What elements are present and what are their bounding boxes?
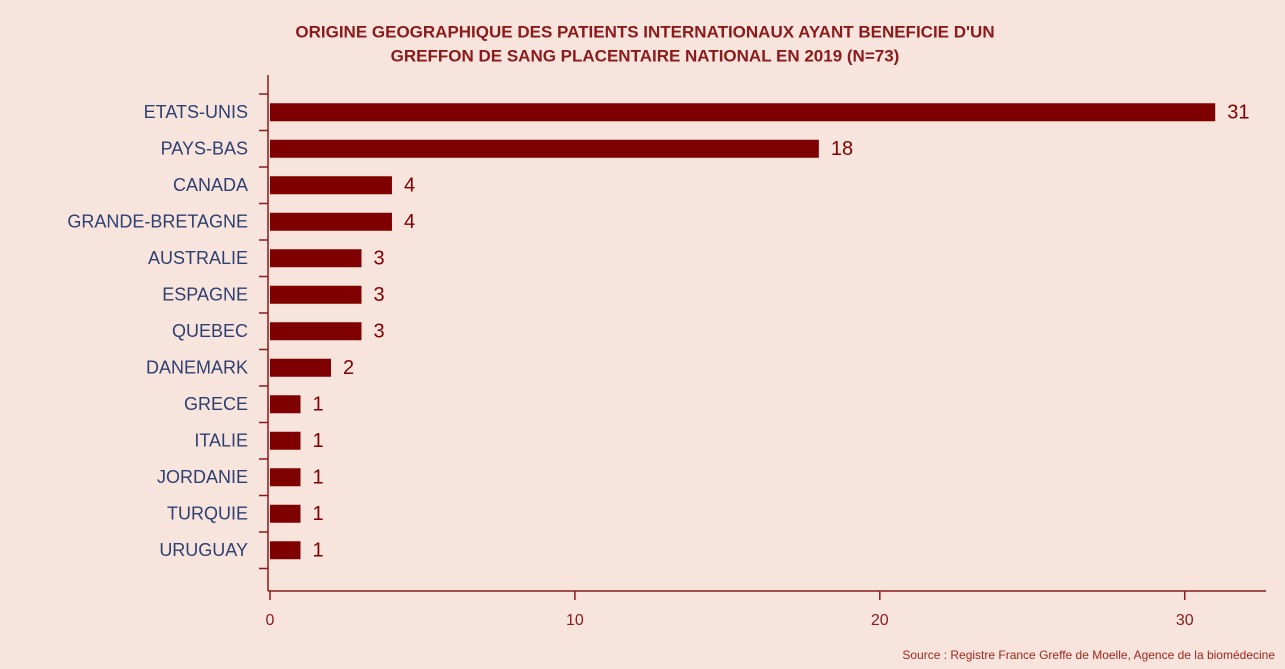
y-tick-label: CANADA xyxy=(173,175,248,195)
x-tick-label: 10 xyxy=(566,612,584,629)
value-label: 31 xyxy=(1227,102,1249,124)
y-tick-label: AUSTRALIE xyxy=(148,248,248,268)
bar xyxy=(270,249,362,268)
source-note: Source : Registre France Greffe de Moell… xyxy=(902,648,1275,662)
bar xyxy=(270,358,331,377)
value-label: 1 xyxy=(312,430,323,452)
bar xyxy=(270,212,392,231)
x-tick-label: 20 xyxy=(871,612,889,629)
bar xyxy=(270,431,301,450)
bar xyxy=(270,139,819,158)
value-label: 1 xyxy=(312,467,323,489)
y-tick-label: PAYS-BAS xyxy=(161,139,248,159)
bar xyxy=(270,395,301,414)
value-label: 1 xyxy=(312,540,323,562)
y-tick-label: ETATS-UNIS xyxy=(144,102,248,122)
bar xyxy=(270,285,362,304)
y-tick-label: URUGUAY xyxy=(159,540,248,560)
y-tick-label: GRECE xyxy=(184,394,248,414)
value-label: 18 xyxy=(831,138,853,160)
value-label: 4 xyxy=(404,175,415,197)
value-label: 1 xyxy=(312,394,323,416)
y-tick-label: DANEMARK xyxy=(146,358,248,378)
y-tick-label: ITALIE xyxy=(194,431,248,451)
bar xyxy=(270,541,301,560)
value-label: 4 xyxy=(404,211,415,233)
bar xyxy=(270,468,301,487)
value-label: 2 xyxy=(343,357,354,379)
y-tick-label: TURQUIE xyxy=(167,504,248,524)
chart-title: GREFFON DE SANG PLACENTAIRE NATIONAL EN … xyxy=(391,46,900,65)
chart-title: ORIGINE GEOGRAPHIQUE DES PATIENTS INTERN… xyxy=(295,22,994,41)
x-tick-label: 0 xyxy=(266,612,275,629)
value-label: 1 xyxy=(312,503,323,525)
value-label: 3 xyxy=(373,321,384,343)
y-tick-label: QUEBEC xyxy=(172,321,248,341)
value-label: 3 xyxy=(373,248,384,270)
y-tick-label: GRANDE-BRETAGNE xyxy=(67,212,248,232)
y-tick-label: ESPAGNE xyxy=(162,285,248,305)
y-tick-label: JORDANIE xyxy=(157,467,248,487)
value-label: 3 xyxy=(373,284,384,306)
x-tick-label: 30 xyxy=(1176,612,1194,629)
bar xyxy=(270,322,362,341)
bar xyxy=(270,103,1216,122)
bar xyxy=(270,504,301,523)
bar xyxy=(270,176,392,195)
